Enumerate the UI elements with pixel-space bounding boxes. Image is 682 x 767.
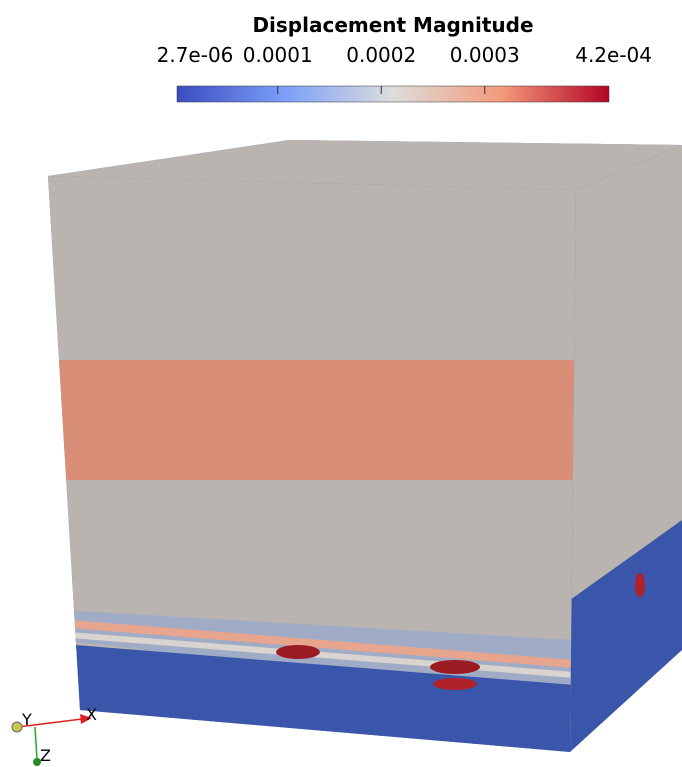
tick-label: 0.0001 [243,43,313,67]
tick-label: 0.0002 [346,43,416,67]
x-axis-label: X [86,705,97,724]
range-max-label: 4.2e-04 [575,43,652,67]
y-axis-label: Y [21,710,32,729]
z-axis-label: Z [40,746,51,765]
legend-title: Displacement Magnitude [252,13,533,37]
x-axis-arrow [17,718,83,728]
tick-label: 0.0003 [450,43,520,67]
axes-triad: X Y Z [11,705,97,766]
color-legend: Displacement Magnitude 2.7e-06 4.2e-04 0.0… [157,13,652,103]
x-axis-head [80,714,92,724]
cube [48,140,682,752]
y-axis-dot [11,721,23,733]
z-axis-arrow [34,726,38,761]
z-axis-dot [33,758,41,766]
range-min-label: 2.7e-06 [157,43,234,67]
color-ramp [176,85,610,103]
